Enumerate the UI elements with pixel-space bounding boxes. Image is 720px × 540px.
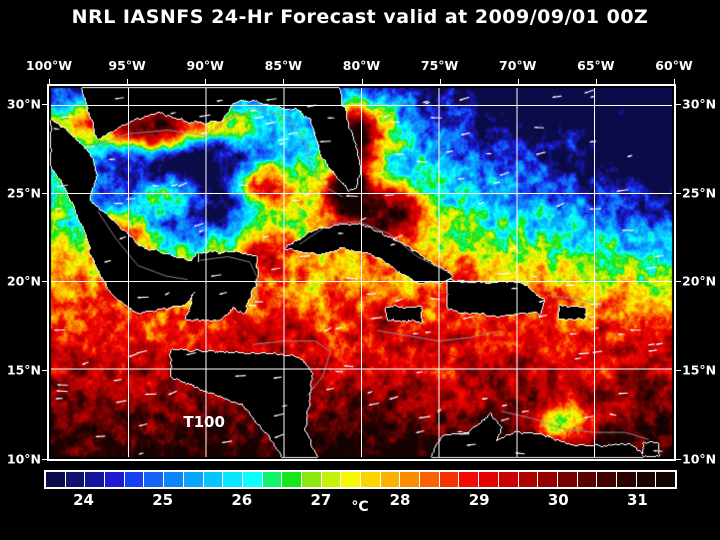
colorbar-swatch [636,472,657,487]
colorbar-tick-label: 31 [627,491,648,509]
colorbar-unit-label: °C [351,499,369,515]
lat-tick-label: 15°N [6,362,41,378]
lat-tick-mark [676,281,681,283]
lat-tick-mark [42,281,47,283]
lon-tick-label: 60°W [655,58,693,73]
lon-tick-label: 100°W [25,58,73,73]
lat-tick-label: 10°N [6,451,41,467]
lon-tick-label: 75°W [420,58,459,73]
lon-tick-mark [595,79,597,84]
colorbar-swatch [124,472,145,487]
colorbar-swatch [420,472,440,487]
colorbar-tick-label: 25 [152,491,174,509]
lon-tick-label: 95°W [108,58,146,73]
lat-tick-mark [676,459,681,460]
lat-tick-label: 30°N [682,96,717,112]
figure-title: NRL IASNFS 24-Hr Forecast valid at 2009/… [71,6,649,28]
colorbar-swatch [262,472,283,487]
colorbar-swatch [479,472,499,487]
lon-tick-mark [361,79,363,84]
colorbar-swatch [400,472,421,487]
colorbar-tick-label: 28 [389,491,411,509]
lon-tick-mark [674,79,675,84]
colorbar-swatch [656,472,675,487]
colorbar-swatch [341,472,361,487]
colorbar-swatch [242,472,263,487]
colorbar-swatch [65,472,86,487]
lat-tick-label: 10°N [682,451,717,467]
lon-tick-label: 85°W [264,58,303,73]
lat-tick-mark [42,459,47,460]
colorbar-swatch [282,472,302,487]
colorbar-swatch [361,472,381,487]
lon-tick-label: 80°W [342,58,381,73]
lon-tick-label: 65°W [577,58,615,73]
colorbar-swatch [439,472,460,487]
colorbar-swatch [380,472,401,487]
lon-tick-mark [283,79,285,84]
map-plot-area [47,84,676,461]
colorbar-swatch [301,472,322,487]
colorbar-swatch [105,472,125,487]
colorbar-swatch [538,472,558,487]
colorbar-swatch [144,472,165,487]
colorbar-swatch [597,472,617,487]
colorbar-swatch [518,472,539,487]
lat-tick-label: 30°N [6,96,41,112]
colorbar-tick-label: 29 [468,491,490,509]
lon-tick-mark [205,79,207,84]
lat-tick-mark [676,370,681,372]
lat-tick-label: 15°N [682,362,717,378]
colorbar-swatch [616,472,637,487]
colorbar-swatch [183,472,204,487]
lon-tick-mark [439,79,441,84]
lat-tick-label: 20°N [6,273,41,289]
lon-tick-mark [127,79,129,84]
lat-tick-label: 20°N [682,273,717,289]
colorbar-swatch [85,472,106,487]
lat-tick-mark [42,192,47,194]
colorbar-swatch [557,472,578,487]
colorbar-tick-label: 24 [73,491,94,509]
lat-tick-mark [42,370,47,372]
lat-tick-mark [42,103,47,105]
lon-tick-label: 70°W [499,58,537,73]
colorbar-tick-label: 26 [231,491,253,509]
colorbar-swatch [459,472,480,487]
lat-lon-gridlines [50,87,673,458]
lon-tick-mark [517,79,519,84]
colorbar-swatch [203,472,224,487]
lat-tick-mark [676,103,681,105]
colorbar-swatch [577,472,598,487]
colorbar-swatch [164,472,184,487]
t100-annotation: T100 [183,412,225,431]
colorbar-swatch [321,472,342,487]
colorbar-swatch [498,472,519,487]
lat-tick-label: 25°N [682,185,717,201]
lat-tick-label: 25°N [6,185,41,201]
lon-tick-mark [49,79,50,84]
colorbar-swatch [46,472,66,487]
temperature-colorbar [44,470,677,489]
colorbar-tick-label: 30 [547,491,569,509]
lon-tick-label: 90°W [186,58,224,73]
colorbar-tick-label: 27 [310,491,332,509]
colorbar-swatch [223,472,243,487]
lat-tick-mark [676,192,681,194]
